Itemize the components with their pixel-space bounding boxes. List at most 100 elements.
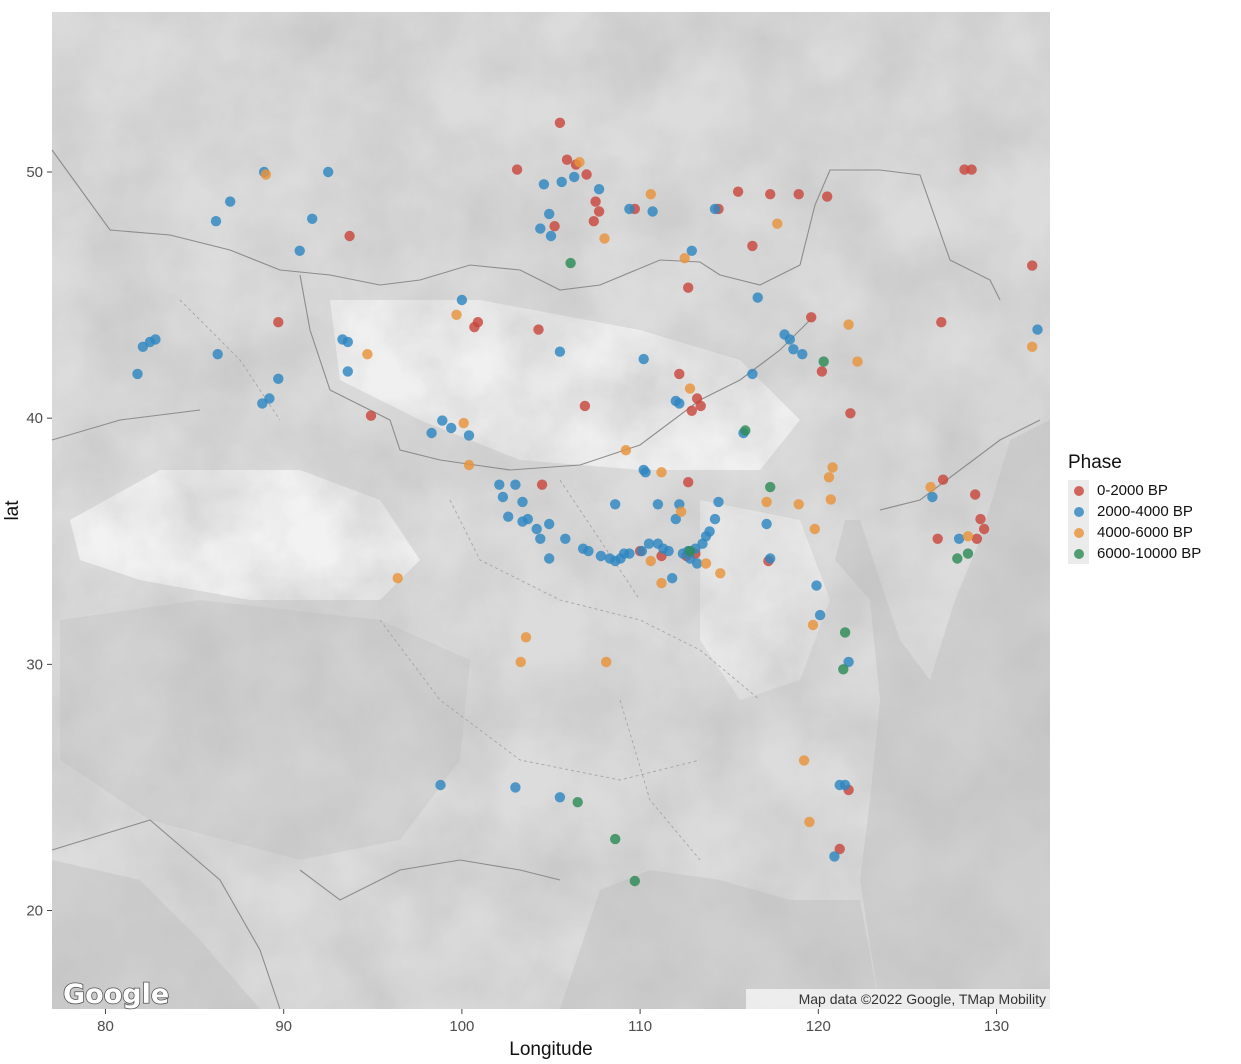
site-point-1 [533,324,544,335]
legend-item: 6000-10000 BP [1068,543,1238,564]
site-point-1 [845,408,856,419]
site-point-1 [975,513,986,525]
site-point-2 [788,344,799,355]
site-point-2 [535,223,546,234]
legend-item: 0-2000 BP [1068,480,1238,501]
site-point-4 [838,664,849,675]
site-point-2 [814,609,826,621]
site-point-1 [683,282,694,293]
site-point-1 [793,189,804,200]
attribution: Map data ©2022 Google, TMap Mobility [746,989,1050,1009]
site-point-2 [624,203,635,215]
site-points [132,117,1043,887]
site-point-2 [323,166,334,178]
site-point-2 [294,245,305,256]
site-point-1 [593,206,605,217]
site-point-3 [715,568,726,579]
site-point-2 [560,533,571,544]
site-point-2 [674,398,685,409]
site-point-2 [709,203,721,215]
site-point-2 [435,779,446,791]
site-point-1 [932,533,943,544]
site-point-2 [273,373,284,384]
site-point-3 [260,169,272,180]
site-point-3 [807,619,819,631]
x-tick-label: 80 [97,1018,114,1035]
site-point-3 [458,417,469,429]
site-point-1 [695,400,706,412]
site-point-2 [545,230,557,242]
site-point-1 [683,477,694,488]
x-tick-label: 100 [449,1018,474,1035]
site-point-3 [463,459,475,471]
site-point-1 [822,191,833,202]
y-tick-label: 50 [26,164,43,181]
site-point-2 [510,479,521,490]
site-point-2 [463,430,475,441]
site-point-2 [544,208,555,220]
site-point-1 [816,366,828,377]
site-point-2 [638,464,649,476]
site-point-3 [601,656,612,668]
site-point-3 [1027,341,1038,352]
site-point-2 [953,533,965,544]
site-point-3 [679,253,690,264]
attribution-text: Map data ©2022 Google, TMap Mobility [799,991,1046,1007]
legend: Phase 0-2000 BP 2000-4000 BP 4000-6000 BP 6… [1068,452,1238,564]
site-point-3 [392,573,403,584]
site-point-2 [544,518,555,530]
site-point-2 [554,792,566,803]
site-point-2 [503,511,514,522]
site-point-3 [843,319,854,330]
site-point-3 [515,656,526,668]
site-point-2 [667,573,678,584]
site-point-4 [952,553,963,564]
site-point-1 [554,117,566,128]
site-point-2 [426,427,437,439]
site-point-2 [927,491,938,503]
site-point-1 [590,196,601,207]
site-point-3 [962,531,974,542]
site-point-2 [784,334,795,345]
site-point-2 [1032,324,1043,335]
site-point-3 [761,496,772,508]
site-point-2 [652,499,664,510]
site-point-4 [818,356,829,367]
google-logo: Google [62,978,170,1011]
site-point-2 [554,346,566,357]
site-point-1 [806,312,817,323]
site-point-4 [765,481,776,493]
site-point-3 [520,632,532,643]
site-point-2 [643,538,655,549]
site-point-2 [535,533,546,544]
x-tick-label: 90 [275,1018,292,1035]
legend-dot [1073,527,1084,538]
site-point-3 [798,755,810,766]
site-point-2 [538,179,550,190]
map-basemap [51,12,1050,1010]
legend-title: Phase [1068,452,1122,473]
site-point-2 [663,545,674,557]
site-point-3 [809,523,820,535]
site-point-2 [752,292,763,303]
site-point-3 [684,383,696,394]
site-point-3 [852,356,863,367]
site-point-3 [620,445,632,456]
site-point-1 [936,317,947,328]
site-point-1 [469,321,480,333]
site-point-2 [636,545,648,557]
site-point-2 [843,656,854,668]
site-point-3 [451,309,462,320]
site-point-1 [344,230,355,242]
legend-key [1068,543,1089,564]
google-watermark: Google [63,979,169,1010]
legend-label: 0-2000 BP [1097,482,1168,499]
y-tick-label: 40 [26,410,43,427]
legend-label: 4000-6000 BP [1097,524,1193,541]
legend-key [1068,522,1089,543]
site-point-1 [581,169,592,180]
site-point-1 [765,189,776,200]
site-point-3 [825,494,836,505]
site-point-1 [674,368,685,380]
site-point-1 [966,164,977,175]
